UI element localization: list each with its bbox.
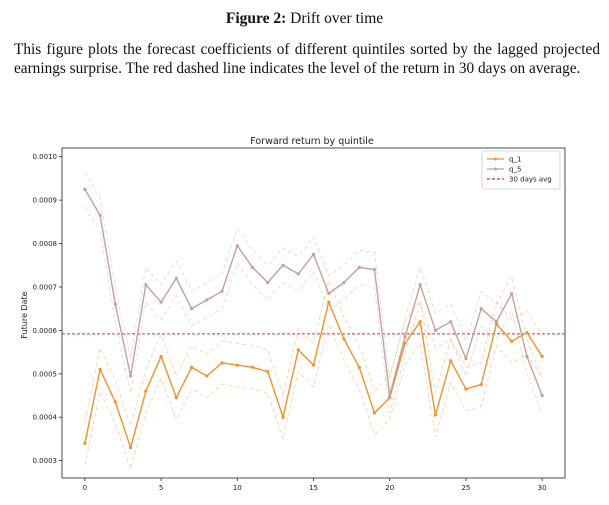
data-point-q_5 [235, 244, 239, 248]
band-upper-q_5 [84, 171, 543, 379]
data-point-q_5 [174, 276, 178, 280]
data-point-q_1 [296, 348, 300, 352]
data-point-q_5 [220, 289, 224, 293]
data-point-q_5 [479, 307, 483, 311]
legend-box [481, 150, 561, 190]
band-lower-q_5 [84, 206, 543, 414]
data-point-q_1 [464, 387, 468, 391]
data-point-q_1 [281, 415, 285, 419]
data-point-q_1 [159, 354, 163, 359]
data-point-q_5 [128, 374, 133, 378]
legend-label: q_1 [509, 156, 521, 164]
x-tick-label: 20 [385, 484, 394, 492]
plot-frame [61, 147, 566, 479]
data-point-q_1 [98, 367, 102, 372]
y-tick-label: 0.0009 [33, 197, 58, 205]
data-point-q_5 [159, 300, 163, 304]
x-tick-label: 25 [461, 484, 470, 492]
data-point-q_5 [342, 281, 346, 285]
y-tick-label: 0.0004 [33, 414, 58, 422]
data-point-q_5 [205, 298, 209, 302]
data-point-q_1 [510, 339, 514, 343]
y-tick-label: 0.0007 [33, 283, 58, 291]
data-point-q_5 [540, 393, 544, 398]
data-point-q_5 [525, 354, 529, 359]
data-point-q_1 [128, 446, 133, 450]
data-point-q_5 [494, 320, 499, 324]
data-point-q_1 [327, 300, 331, 304]
legend-marker [494, 167, 497, 171]
figure-title-text: Drift over time [290, 10, 384, 27]
data-point-q_1 [205, 374, 209, 378]
data-point-q_1 [342, 337, 346, 341]
data-point-q_1 [357, 365, 361, 369]
data-point-q_5 [327, 291, 331, 296]
legend-label: 30 days avg [509, 176, 552, 184]
x-tick-label: 5 [159, 484, 163, 492]
data-point-q_5 [388, 393, 392, 398]
y-tick-label: 0.0008 [33, 240, 58, 248]
band-upper-q_1 [84, 279, 543, 428]
data-point-q_1 [525, 330, 529, 335]
data-point-q_1 [418, 320, 422, 324]
series-line-q_1 [84, 299, 543, 451]
data-point-q_1 [479, 383, 483, 387]
data-point-q_1 [449, 359, 453, 363]
data-point-q_5 [296, 272, 300, 276]
data-point-q_1 [266, 370, 270, 374]
data-point-q_1 [250, 365, 255, 369]
data-point-q_1 [235, 363, 239, 367]
data-point-q_1 [372, 411, 377, 415]
data-point-q_5 [83, 187, 87, 191]
data-point-q_5 [281, 263, 285, 267]
x-tick-label: 10 [233, 484, 242, 492]
plot-area: 0.0003 0.0004 0.0005 0.0006 0.0007 0.0008 0.00… [33, 147, 566, 492]
data-point-q_5 [464, 356, 468, 361]
data-point-q_5 [449, 320, 453, 324]
legend-marker [494, 157, 497, 161]
band-lower-q_1 [84, 322, 543, 471]
legend-label: q_5 [509, 166, 521, 174]
data-point-q_5 [510, 291, 514, 296]
data-point-q_1 [433, 413, 438, 417]
x-tick-label: 0 [83, 484, 87, 492]
data-point-q_5 [189, 307, 194, 311]
data-point-q_1 [311, 363, 316, 367]
y-tick-label: 0.0005 [33, 370, 58, 378]
y-axis-label: Future Date [20, 291, 29, 338]
data-point-q_1 [174, 396, 178, 400]
data-point-q_5 [433, 328, 438, 332]
data-point-q_5 [357, 265, 361, 270]
data-point-q_5 [418, 283, 422, 287]
figure-label: Figure 2: [225, 10, 287, 27]
x-tick-label: 30 [538, 484, 547, 492]
data-point-q_5 [250, 265, 255, 270]
data-point-q_1 [144, 389, 148, 393]
figure-caption: This figure plots the forecast coefficie… [14, 41, 600, 77]
y-tick-label: 0.0010 [33, 153, 58, 161]
data-point-q_5 [98, 213, 102, 217]
y-tick-label: 0.0003 [33, 457, 58, 465]
data-point-q_5 [266, 281, 270, 285]
data-point-q_5 [144, 283, 148, 287]
y-tick-label: 0.0006 [33, 327, 58, 335]
data-point-q_1 [220, 361, 224, 365]
data-point-q_5 [403, 335, 407, 339]
data-point-q_1 [189, 365, 194, 369]
data-point-q_1 [83, 441, 87, 445]
data-point-q_1 [540, 354, 544, 359]
data-point-q_5 [311, 252, 316, 256]
data-point-q_5 [113, 302, 117, 306]
x-tick-label: 15 [309, 484, 318, 492]
legend: q_1 q_5 30 days avg [481, 150, 561, 190]
data-point-q_1 [113, 400, 117, 404]
figure-title: Figure 2: Drift over time [0, 10, 609, 28]
chart-title: Forward return by quintile [250, 136, 374, 147]
data-point-q_5 [372, 267, 377, 272]
